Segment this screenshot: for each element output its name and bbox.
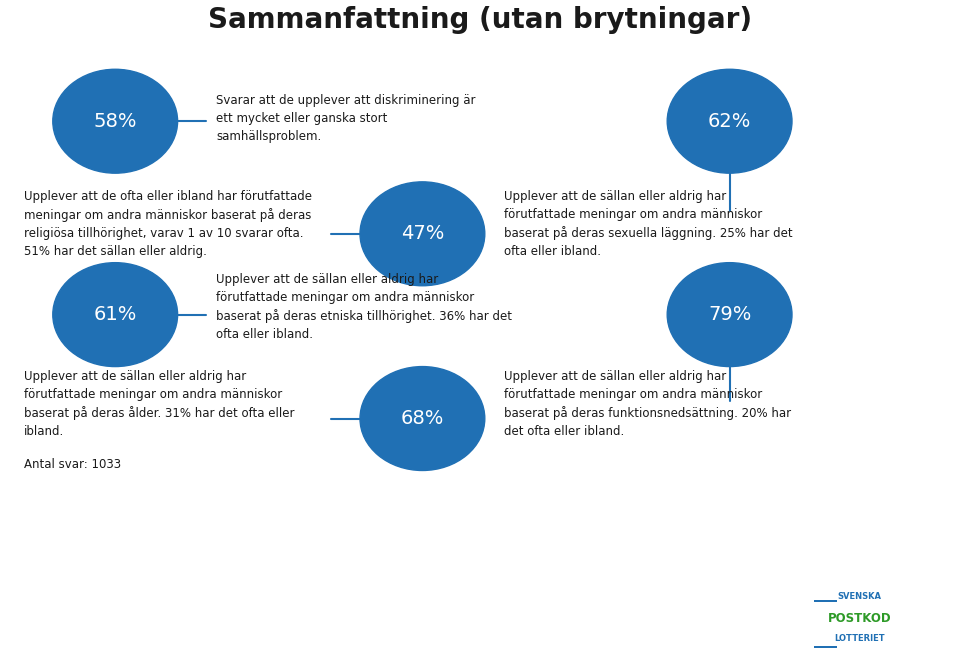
Ellipse shape	[53, 70, 178, 173]
Text: Upplever att de sällan eller aldrig har
förutfattade meningar om andra människor: Upplever att de sällan eller aldrig har …	[504, 370, 791, 438]
Ellipse shape	[667, 262, 792, 367]
Text: 79%: 79%	[708, 305, 752, 324]
Text: 47%: 47%	[400, 224, 444, 243]
Text: Svarar att de upplever att diskriminering är
ett mycket eller ganska stort
samhä: Svarar att de upplever att diskriminerin…	[216, 94, 475, 143]
Ellipse shape	[667, 70, 792, 173]
Text: Upplever att de sällan eller aldrig har
förutfattade meningar om andra människor: Upplever att de sällan eller aldrig har …	[216, 273, 512, 341]
Text: Upplever att de ofta eller ibland har förutfattade
meningar om andra människor b: Upplever att de ofta eller ibland har fö…	[24, 190, 312, 258]
Ellipse shape	[53, 262, 178, 367]
Text: 61%: 61%	[93, 305, 137, 324]
Text: Antal svar: 1033: Antal svar: 1033	[24, 458, 121, 471]
Text: Upplever att de sällan eller aldrig har
förutfattade meningar om andra människor: Upplever att de sällan eller aldrig har …	[24, 370, 295, 438]
Text: Sammanfattning (utan brytningar): Sammanfattning (utan brytningar)	[208, 6, 752, 34]
Ellipse shape	[360, 367, 485, 470]
Bar	[814, 600, 837, 602]
Bar	[814, 646, 837, 648]
Text: SVENSKA: SVENSKA	[837, 592, 881, 602]
Text: 62%: 62%	[708, 112, 752, 131]
Ellipse shape	[360, 182, 485, 286]
Text: Upplever att de sällan eller aldrig har
förutfattade meningar om andra människor: Upplever att de sällan eller aldrig har …	[504, 190, 793, 258]
Text: POSTKOD: POSTKOD	[828, 611, 891, 625]
Text: 68%: 68%	[400, 409, 444, 428]
Text: LOTTERIET: LOTTERIET	[834, 634, 884, 643]
FancyBboxPatch shape	[811, 583, 950, 651]
Text: 58%: 58%	[93, 112, 137, 131]
Text: För en bättre värld: För en bättre värld	[24, 605, 276, 628]
